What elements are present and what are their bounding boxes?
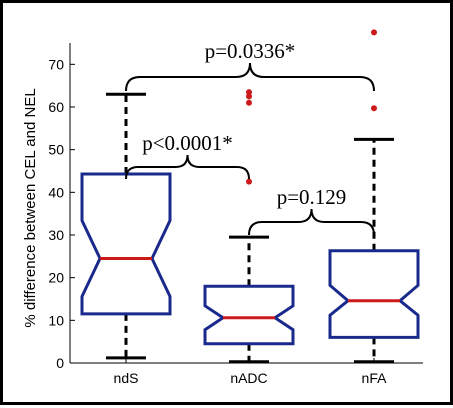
y-axis-title: % difference between CEL and NEL [22, 88, 39, 327]
comparison-brackets: p=0.0336* p<0.0001* p=0.129 [125, 39, 375, 236]
y-tick-label: 60 [48, 99, 64, 115]
outlier-point [371, 29, 377, 36]
outlier-point [246, 178, 252, 185]
bracket-nadc-nfa [248, 208, 375, 236]
y-tick-label: 40 [48, 184, 64, 200]
outlier-point [246, 89, 252, 96]
y-tick-label: 10 [48, 312, 64, 328]
y-tick-label: 0 [56, 355, 64, 371]
x-tick-label: ndS [114, 370, 139, 386]
y-tick-label: 20 [48, 270, 64, 286]
bracket-nds-nfa [125, 62, 375, 92]
box-body [328, 249, 420, 339]
bracket-nadc-nfa-label: p=0.129 [277, 185, 347, 209]
x-tick-label: nFA [362, 370, 388, 386]
box-body [203, 284, 295, 346]
outlier-point [246, 93, 252, 100]
boxes [80, 29, 420, 364]
outlier-point [246, 99, 252, 106]
box-body [80, 172, 172, 316]
y-tick-label: 50 [48, 142, 64, 158]
box-ndS [80, 92, 172, 360]
box-nADC [203, 89, 295, 364]
bracket-nds-nadc-label: p<0.0001* [142, 131, 233, 155]
y-tick-label: 70 [48, 56, 64, 72]
boxplot-chart: 0 10 20 30 40 50 60 70 ndS nADC nFA % difference … [22, 29, 423, 386]
x-tick-label: nADC [230, 370, 267, 386]
y-ticks: 0 10 20 30 40 50 60 70 [48, 56, 75, 371]
bracket-nds-nfa-label: p=0.0336* [205, 39, 296, 63]
y-tick-label: 30 [48, 227, 64, 243]
bracket-nds-nadc [125, 154, 250, 180]
x-ticks: ndS nADC nFA [114, 358, 388, 386]
outlier-point [371, 105, 377, 112]
